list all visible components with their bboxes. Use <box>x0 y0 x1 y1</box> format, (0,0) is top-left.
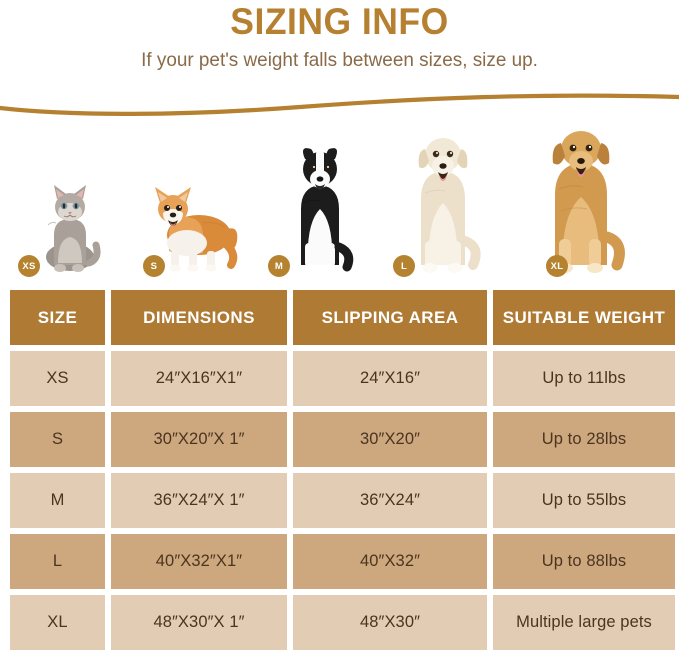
animal-cell-xl: XL <box>500 118 679 283</box>
border-collie-dog-image <box>301 148 354 273</box>
cell-size: M <box>10 473 105 528</box>
size-badge-m: M <box>268 255 290 277</box>
gray-tabby-cat-image <box>46 185 101 272</box>
table-row: L 40″X32″X1″ 40″X32″ Up to 88lbs <box>10 534 675 589</box>
page-title: SIZING INFO <box>230 1 449 42</box>
column-header-dimensions: DIMENSIONS <box>111 290 287 345</box>
cell-dimensions: 30″X20″X 1″ <box>111 412 287 467</box>
cell-slipping-area: 40″X32″ <box>293 534 487 589</box>
animal-cell-xs: XS <box>0 118 125 283</box>
column-header-slipping-area: SLIPPING AREA <box>293 290 487 345</box>
animal-cell-m: M <box>250 118 375 283</box>
cell-suitable-weight: Up to 55lbs <box>493 473 675 528</box>
size-badge-l: L <box>393 255 415 277</box>
cell-dimensions: 36″X24″X 1″ <box>111 473 287 528</box>
golden-retriever-dog-image <box>552 131 625 273</box>
table-row: XS 24″X16″X1″ 24″X16″ Up to 11lbs <box>10 351 675 406</box>
column-header-suitable-weight: SUITABLE WEIGHT <box>493 290 675 345</box>
cell-suitable-weight: Multiple large pets <box>493 595 675 650</box>
cell-dimensions: 48″X30″X 1″ <box>111 595 287 650</box>
cell-size: XL <box>10 595 105 650</box>
size-badge-s: S <box>143 255 165 277</box>
size-badge-l-label: L <box>400 260 408 272</box>
table-row: S 30″X20″X 1″ 30″X20″ Up to 28lbs <box>10 412 675 467</box>
cell-dimensions: 40″X32″X1″ <box>111 534 287 589</box>
cell-suitable-weight: Up to 11lbs <box>493 351 675 406</box>
page-subtitle: If your pet's weight falls between sizes… <box>141 49 538 71</box>
animal-cell-l: L <box>375 118 500 283</box>
cell-size: S <box>10 412 105 467</box>
corgi-dog-image <box>154 187 237 272</box>
header-block: SIZING INFO If your pet's weight falls b… <box>0 0 679 116</box>
animal-cell-s: S <box>125 118 250 283</box>
wave-divider-icon <box>0 93 679 116</box>
size-badge-xs: XS <box>18 255 40 277</box>
column-header-size: SIZE <box>10 290 105 345</box>
cell-slipping-area: 36″X24″ <box>293 473 487 528</box>
cell-slipping-area: 48″X30″ <box>293 595 487 650</box>
cell-suitable-weight: Up to 88lbs <box>493 534 675 589</box>
size-badge-m-label: M <box>274 260 284 272</box>
table-row: XL 48″X30″X 1″ 48″X30″ Multiple large pe… <box>10 595 675 650</box>
cream-golden-retriever-dog-image <box>418 138 481 273</box>
cell-dimensions: 24″X16″X1″ <box>111 351 287 406</box>
animal-illustration-row: XS <box>0 118 679 283</box>
size-badge-xl-label: XL <box>550 260 564 272</box>
table-row: M 36″X24″X 1″ 36″X24″ Up to 55lbs <box>10 473 675 528</box>
sizing-table: SIZE DIMENSIONS SLIPPING AREA SUITABLE W… <box>10 290 675 650</box>
cell-suitable-weight: Up to 28lbs <box>493 412 675 467</box>
table-header-row: SIZE DIMENSIONS SLIPPING AREA SUITABLE W… <box>10 290 675 345</box>
cell-size: L <box>10 534 105 589</box>
cell-size: XS <box>10 351 105 406</box>
cell-slipping-area: 30″X20″ <box>293 412 487 467</box>
size-badge-s-label: S <box>150 260 158 272</box>
size-badge-xl: XL <box>546 255 568 277</box>
cell-slipping-area: 24″X16″ <box>293 351 487 406</box>
size-badge-xs-label: XS <box>22 260 36 272</box>
